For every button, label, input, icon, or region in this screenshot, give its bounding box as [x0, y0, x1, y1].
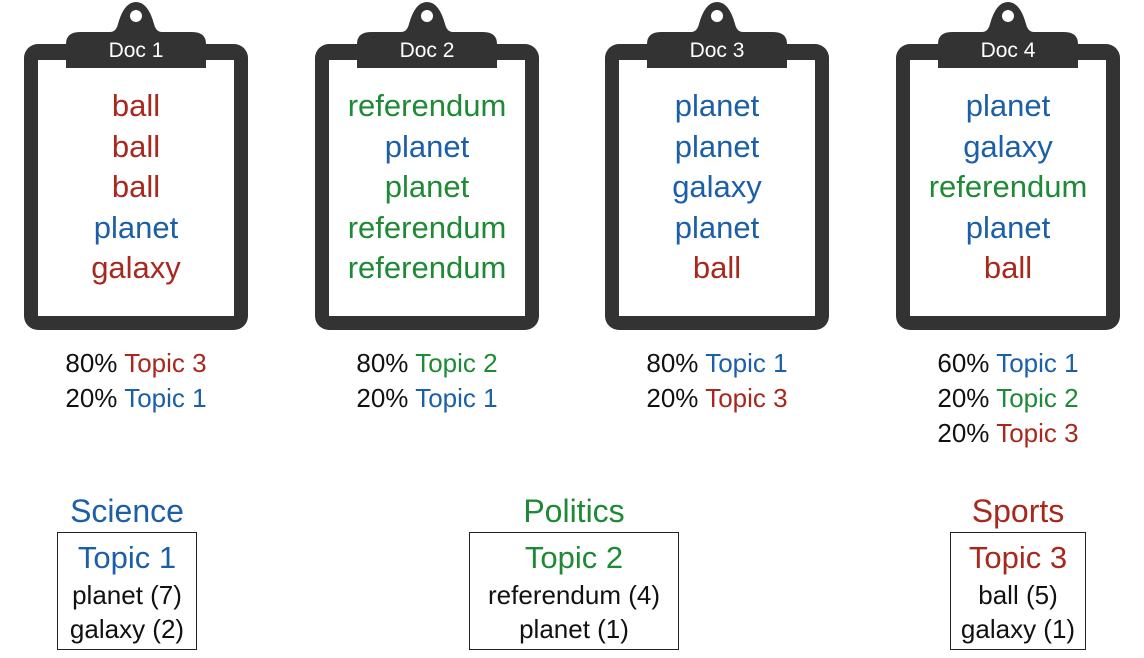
doc-word: planet — [965, 88, 1051, 123]
doc-title: Doc 2 — [399, 39, 455, 62]
mixture-topic: Topic 1 — [996, 348, 1079, 378]
doc-word: ball — [692, 250, 742, 285]
topic-word: referendum (4) — [488, 580, 660, 610]
doc-words: ball ball ball planet galaxy — [20, 86, 252, 289]
topic-box-1: Topic 1 planet (7) galaxy (2) — [57, 532, 197, 650]
doc-word: planet — [674, 209, 760, 245]
mixture-percent: 60% — [937, 348, 990, 378]
mixture-topic: Topic 2 — [415, 348, 498, 378]
topic-box-title: Topic 1 — [77, 540, 177, 575]
topic-word: planet (7) — [72, 580, 182, 610]
topic-word: ball (5) — [978, 580, 1058, 610]
document-card-3: Doc 3 planet planet galaxy planet ball — [601, 0, 833, 332]
mixture-percent: 20% — [65, 383, 118, 413]
mixture-line: 80% Topic 1 — [601, 346, 833, 381]
topic-box-title: Topic 2 — [524, 540, 624, 575]
topic-mixture-doc-3: 80% Topic 1 20% Topic 3 — [601, 346, 833, 416]
doc-words: planet planet galaxy planet ball — [601, 86, 833, 289]
topic-mixture-doc-2: 80% Topic 2 20% Topic 1 — [311, 346, 543, 416]
doc-word: ball — [983, 250, 1033, 285]
clipboard-graphic — [24, 2, 248, 330]
mixture-line: 20% Topic 1 — [311, 381, 543, 416]
doc-words: planet galaxy referendum planet ball — [892, 86, 1124, 289]
mixture-percent: 80% — [65, 348, 118, 378]
mixture-topic: Topic 3 — [705, 383, 788, 413]
mixture-line: 20% Topic 3 — [601, 381, 833, 416]
mixture-topic: Topic 1 — [415, 383, 498, 413]
mixture-line: 80% Topic 3 — [20, 346, 252, 381]
mixture-line: 20% Topic 3 — [892, 416, 1124, 451]
doc-word: referendum — [347, 250, 507, 285]
clipboard-graphic — [315, 2, 539, 330]
topic-word: galaxy (1) — [960, 614, 1076, 644]
mixture-percent: 20% — [356, 383, 409, 413]
mixture-topic: Topic 3 — [996, 418, 1079, 448]
doc-word: referendum — [347, 209, 507, 245]
document-card-4: Doc 4 planet galaxy referendum planet ba… — [892, 0, 1124, 332]
topic-word: planet (1) — [519, 614, 629, 644]
doc-title: Doc 3 — [689, 39, 745, 62]
doc-title: Doc 4 — [980, 39, 1036, 62]
topic-word: galaxy (2) — [69, 614, 185, 644]
mixture-line: 60% Topic 1 — [892, 346, 1124, 381]
document-card-2: Doc 2 referendum planet planet referendu… — [311, 0, 543, 332]
clipboard-graphic — [605, 2, 829, 330]
topic-mixture-doc-4: 60% Topic 1 20% Topic 2 20% Topic 3 — [892, 346, 1124, 451]
mixture-line: 80% Topic 2 — [311, 346, 543, 381]
mixture-percent: 20% — [646, 383, 699, 413]
doc-word: galaxy — [672, 169, 762, 204]
doc-word: galaxy — [91, 250, 181, 285]
doc-word: planet — [674, 128, 760, 164]
topic-category-science: Science — [70, 493, 184, 529]
topic-category-politics: Politics — [523, 493, 625, 529]
mixture-percent: 20% — [937, 418, 990, 448]
doc-word: ball — [111, 128, 161, 164]
topic-mixture-doc-1: 80% Topic 3 20% Topic 1 — [20, 346, 252, 416]
document-card-1: Doc 1 ball ball ball planet galaxy — [20, 0, 252, 332]
mixture-line: 20% Topic 2 — [892, 381, 1124, 416]
mixture-topic: Topic 2 — [996, 383, 1079, 413]
doc-word: planet — [674, 88, 760, 123]
doc-word: ball — [111, 88, 161, 123]
doc-title: Doc 1 — [108, 39, 164, 62]
mixture-topic: Topic 1 — [124, 383, 207, 413]
doc-word: referendum — [928, 169, 1088, 204]
doc-word: planet — [965, 209, 1051, 245]
mixture-topic: Topic 3 — [124, 348, 207, 378]
topic-category-sports: Sports — [971, 493, 1065, 529]
mixture-percent: 80% — [646, 348, 699, 378]
doc-word: galaxy — [963, 128, 1053, 164]
topic-box-3: Topic 3 ball (5) galaxy (1) — [950, 532, 1086, 650]
doc-words: referendum planet planet referendum refe… — [311, 86, 543, 289]
mixture-percent: 20% — [937, 383, 990, 413]
doc-word: planet — [384, 169, 470, 204]
doc-word: planet — [93, 209, 179, 245]
clipboard-graphic — [896, 2, 1120, 330]
doc-word: referendum — [347, 88, 507, 123]
mixture-percent: 80% — [356, 348, 409, 378]
topic-box-2: Topic 2 referendum (4) planet (1) — [469, 532, 679, 650]
doc-word: ball — [111, 169, 161, 204]
mixture-line: 20% Topic 1 — [20, 381, 252, 416]
mixture-topic: Topic 1 — [705, 348, 788, 378]
topic-box-title: Topic 3 — [968, 540, 1068, 575]
doc-word: planet — [384, 128, 470, 164]
